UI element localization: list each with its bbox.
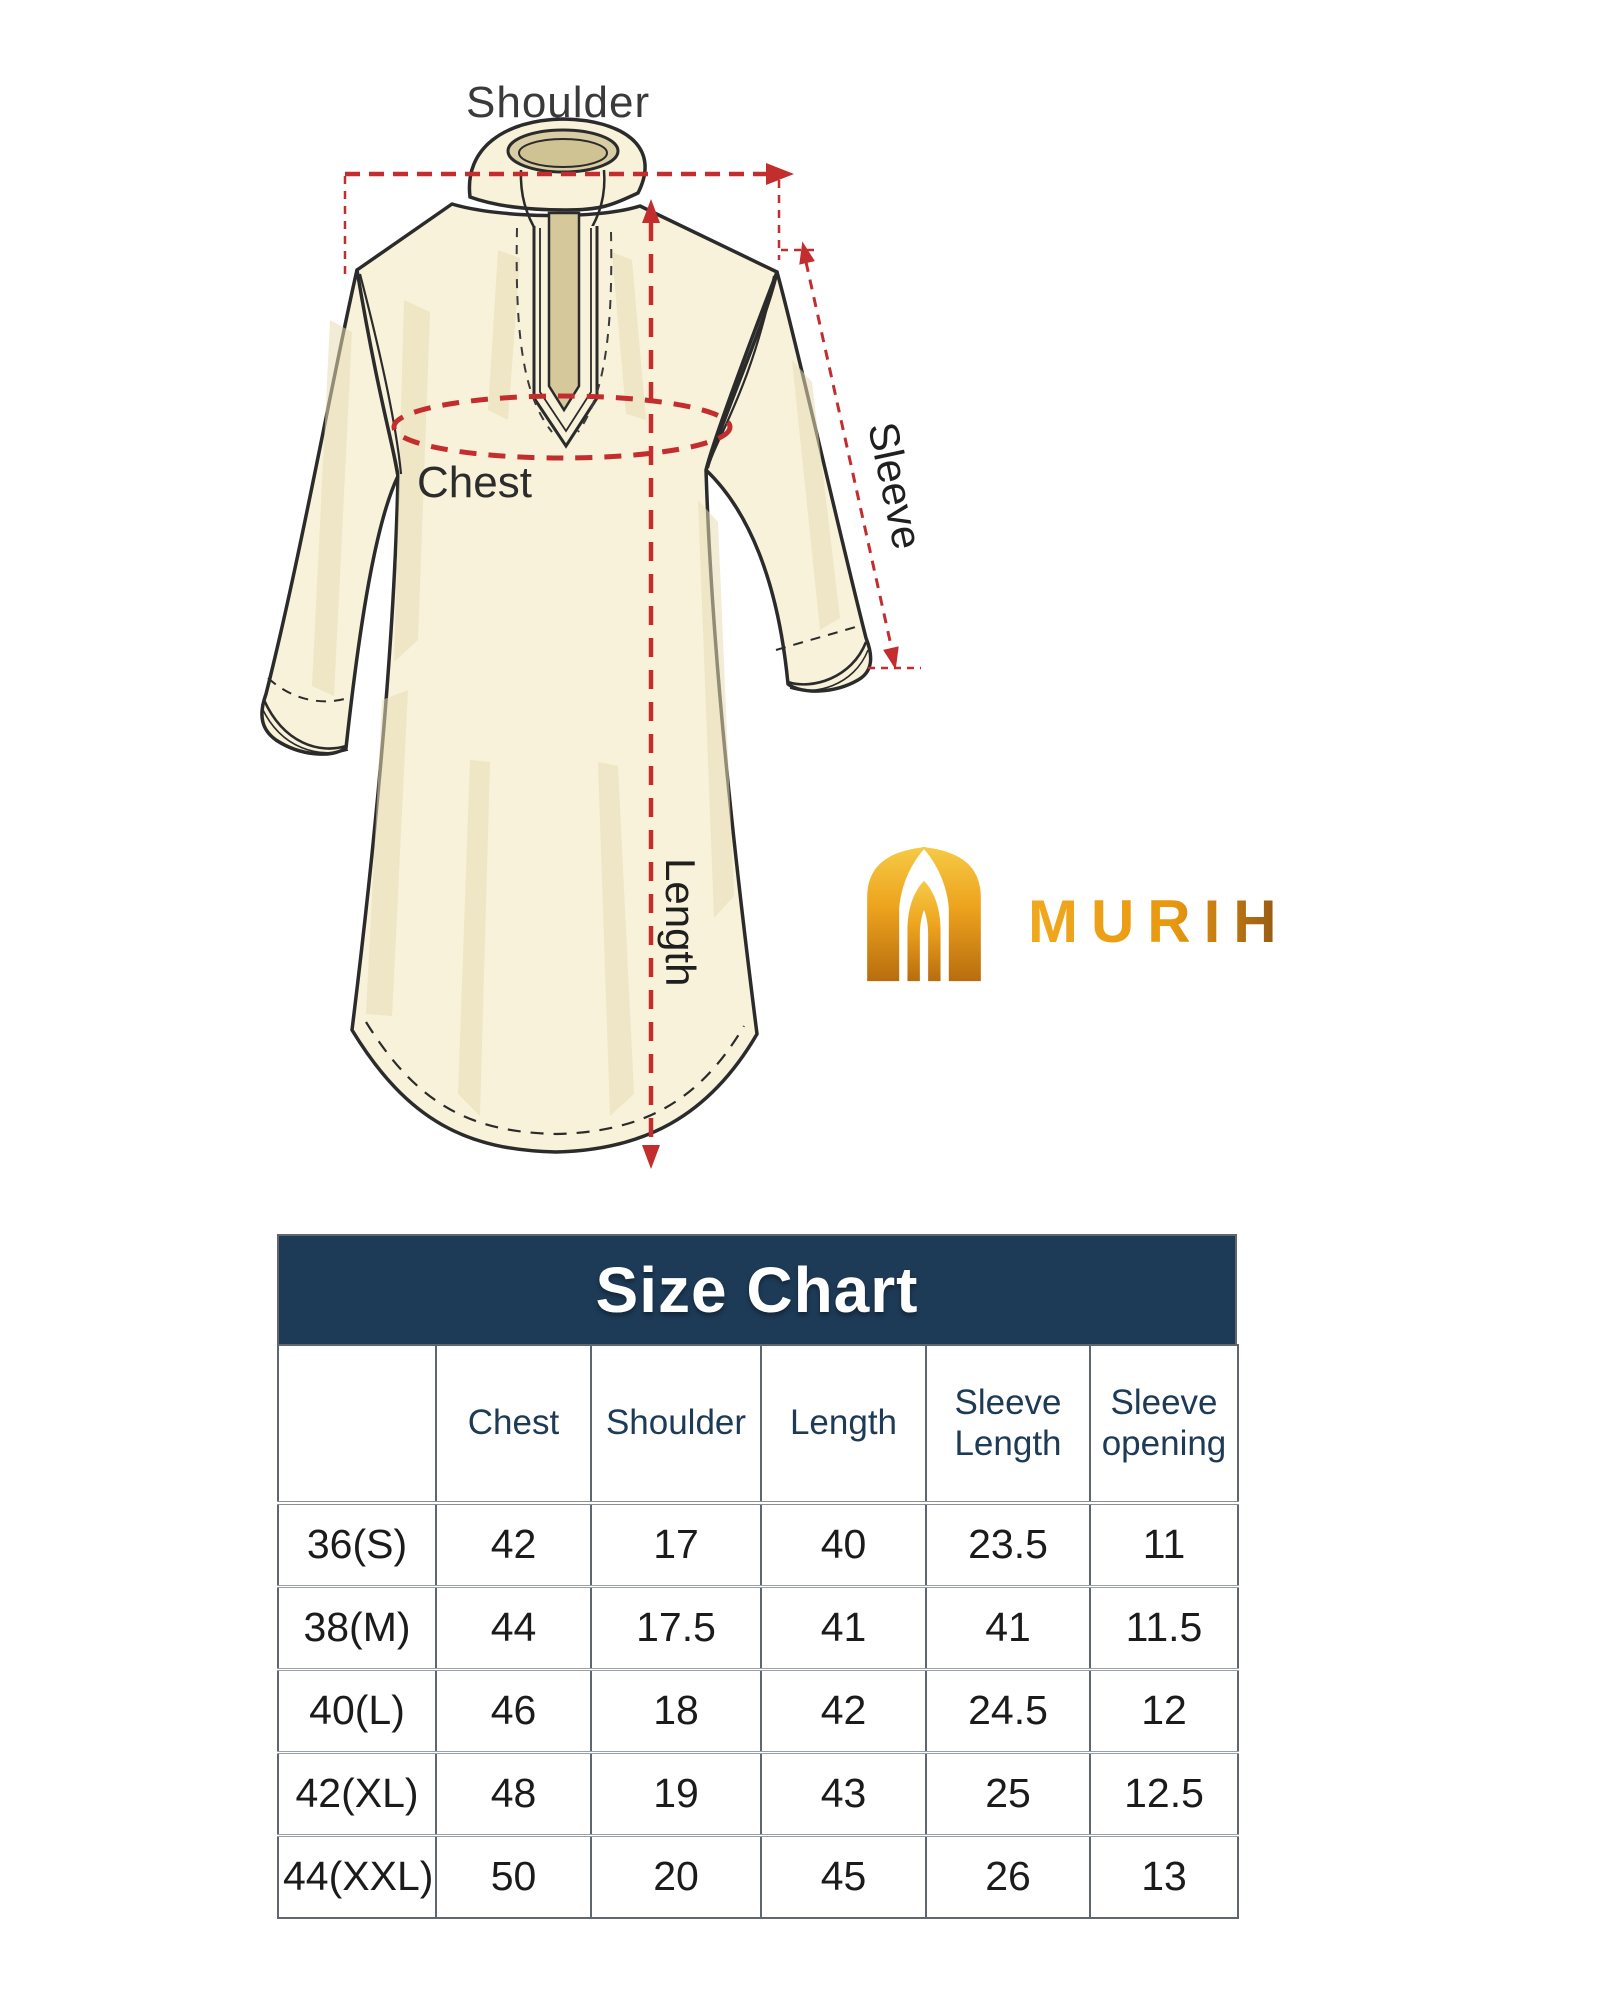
length-label: Length <box>657 858 704 987</box>
size-chart-section: Size Chart Chest Shoulder Length Sleeve Len… <box>277 1234 1239 1919</box>
size-row: 42(XL) 48 19 43 25 12.5 <box>277 1752 1239 1837</box>
size-row: 40(L) 46 18 42 24.5 12 <box>277 1669 1239 1754</box>
placket <box>515 211 613 449</box>
collar <box>467 117 647 235</box>
brand-name-text: MURIH <box>1028 888 1290 955</box>
size-label: 38(M) <box>277 1586 437 1671</box>
size-value: 25 <box>925 1752 1091 1837</box>
size-chart-title: Size Chart <box>277 1234 1237 1344</box>
size-value: 48 <box>435 1752 592 1837</box>
size-value: 23.5 <box>925 1503 1091 1588</box>
measure-arrowheads <box>642 163 899 1169</box>
column-header-row: Chest Shoulder Length Sleeve Length Sleeve o… <box>277 1344 1239 1505</box>
size-value: 45 <box>760 1835 927 1919</box>
kurta-measurement-illustration <box>260 117 921 1169</box>
measure-lines <box>343 171 921 1146</box>
size-value: 17 <box>590 1503 762 1588</box>
size-value: 18 <box>590 1669 762 1754</box>
size-value: 11.5 <box>1089 1586 1239 1671</box>
murih-m-monogram-icon <box>867 846 981 982</box>
col-header-length: Length <box>760 1344 927 1505</box>
size-value: 44 <box>435 1586 592 1671</box>
size-row: 38(M) 44 17.5 41 41 11.5 <box>277 1586 1239 1671</box>
size-value: 12.5 <box>1089 1752 1239 1837</box>
size-value: 17.5 <box>590 1586 762 1671</box>
size-value: 24.5 <box>925 1669 1091 1754</box>
size-value: 41 <box>760 1586 927 1671</box>
size-value: 20 <box>590 1835 762 1919</box>
size-value: 13 <box>1089 1835 1239 1919</box>
size-chart-table: Chest Shoulder Length Sleeve Length Sleeve o… <box>277 1344 1239 1919</box>
col-header-sleeve-opening: Sleeve opening <box>1089 1344 1239 1505</box>
col-header-blank <box>277 1344 437 1505</box>
seam-lines <box>261 273 869 1136</box>
size-label: 40(L) <box>277 1669 437 1754</box>
size-value: 26 <box>925 1835 1091 1919</box>
size-value: 11 <box>1089 1503 1239 1588</box>
chest-measure-ellipse <box>391 393 733 461</box>
shoulder-label: Shoulder <box>466 78 651 127</box>
size-label: 36(S) <box>277 1503 437 1588</box>
size-value: 43 <box>760 1752 927 1837</box>
size-value: 42 <box>760 1669 927 1754</box>
size-label: 44(XXL) <box>277 1835 437 1919</box>
size-row: 36(S) 42 17 40 23.5 11 <box>277 1503 1239 1588</box>
size-row: 44(XXL) 50 20 45 26 13 <box>277 1835 1239 1919</box>
murih-wordmark: MURIH <box>1028 888 1290 955</box>
size-value: 41 <box>925 1586 1091 1671</box>
size-chart-body: 36(S) 42 17 40 23.5 11 38(M) 44 17.5 41 41 11.5 40(L… <box>277 1503 1239 1919</box>
sleeve-measure-line <box>804 261 894 651</box>
col-header-shoulder: Shoulder <box>590 1344 762 1505</box>
size-value: 40 <box>760 1503 927 1588</box>
size-value: 46 <box>435 1669 592 1754</box>
size-label: 42(XL) <box>277 1752 437 1837</box>
size-value: 19 <box>590 1752 762 1837</box>
col-header-sleeve-length: Sleeve Length <box>925 1344 1091 1505</box>
fabric-shading <box>312 250 840 1116</box>
size-value: 50 <box>435 1835 592 1919</box>
size-value: 12 <box>1089 1669 1239 1754</box>
col-header-chest: Chest <box>435 1344 592 1505</box>
size-value: 42 <box>435 1503 592 1588</box>
chest-label: Chest <box>417 458 532 507</box>
